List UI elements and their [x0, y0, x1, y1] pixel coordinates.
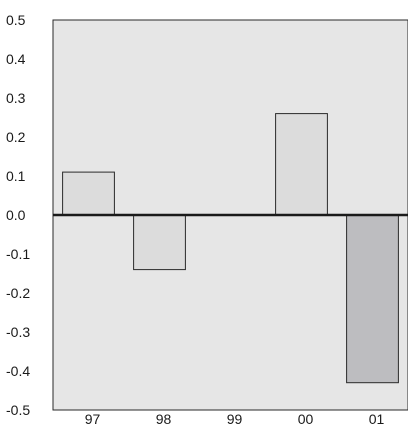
y-tick-label: 0.0	[6, 207, 26, 223]
x-tick-label-97: 97	[85, 411, 101, 425]
bar-98	[133, 214, 186, 271]
y-tick-label: 0.5	[6, 12, 26, 28]
y-tick-label: -0.1	[6, 246, 30, 262]
y-tick-label: 0.4	[6, 51, 26, 67]
bar-00	[275, 113, 328, 216]
bar-97	[62, 171, 115, 216]
y-tick-label: -0.4	[6, 363, 30, 379]
x-axis-ticks: 97 98 99 00 01	[85, 411, 385, 427]
y-tick-label: -0.5	[6, 402, 30, 418]
x-tick-label-00: 00	[298, 411, 314, 425]
y-tick-label: 0.1	[6, 168, 26, 184]
y-axis-ticks: 0.5 0.4 0.3 0.2 0.1 0.0 -0.1 -0.2 -0.3 -0.4 -0.5	[6, 12, 30, 418]
y-tick-label: -0.2	[6, 285, 30, 301]
y-tick-label: 0.2	[6, 129, 26, 145]
y-tick-label: -0.3	[6, 324, 30, 340]
bar-01	[346, 214, 399, 384]
x-tick-label-99: 99	[227, 411, 243, 425]
y-tick-label: 0.3	[6, 90, 26, 106]
x-tick-label-01: 01	[369, 411, 385, 425]
x-tick-label-98: 98	[156, 411, 172, 425]
bars-group	[62, 113, 399, 384]
